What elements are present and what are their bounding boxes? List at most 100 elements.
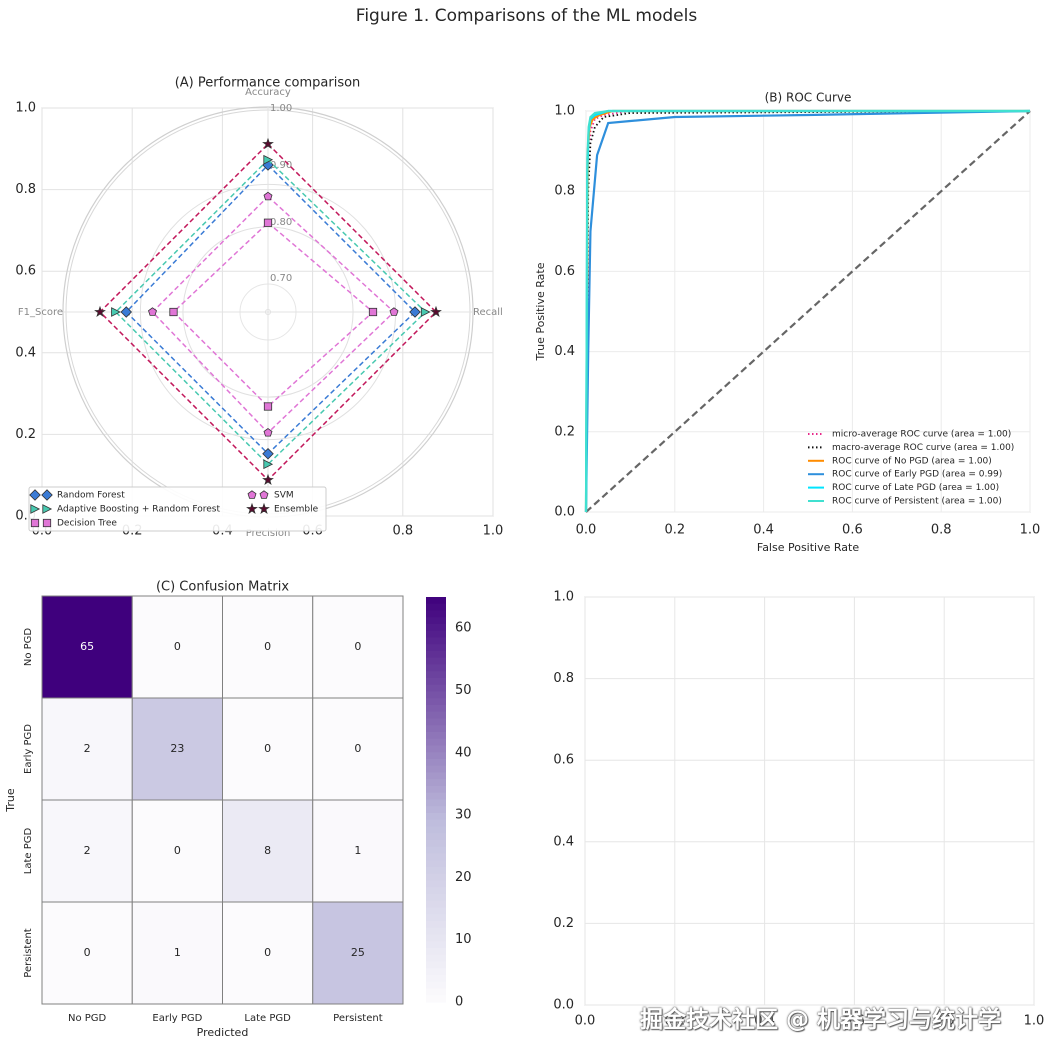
- panel-d-xtick: 0.0: [575, 1014, 596, 1029]
- heatmap-cell-label: 0: [354, 640, 361, 653]
- colorbar-segment: [426, 691, 446, 699]
- colorbar-segment: [426, 603, 446, 612]
- colorbar-segment: [426, 981, 446, 990]
- heatmap-cell: [131, 697, 223, 801]
- panel-b-legend-label: ROC curve of No PGD (area = 1.00): [832, 456, 992, 466]
- heatmap-cell: [131, 901, 223, 1005]
- panel-a-radial-tick: 0.80: [270, 217, 292, 228]
- colorbar-tick: 50: [455, 683, 472, 698]
- radar-marker-star: [94, 305, 106, 318]
- colorbar-segment: [426, 738, 446, 747]
- radar-marker-diamond: [29, 489, 41, 501]
- radar-marker-pentagon: [247, 490, 257, 499]
- colorbar-segment: [426, 786, 446, 794]
- radar-series-diamond: [120, 159, 421, 460]
- heatmap-xtick: Early PGD: [152, 1013, 202, 1024]
- heatmap-cell: [131, 595, 223, 699]
- panel-b-xtick: 1.0: [1020, 523, 1041, 538]
- colorbar-tick: 40: [455, 745, 472, 760]
- colorbar-tick: 30: [455, 808, 472, 823]
- radar-marker-star: [262, 473, 274, 486]
- colorbar-segment: [426, 718, 446, 726]
- colorbar-segment: [426, 678, 446, 686]
- heatmap-ytick: Early PGD: [23, 724, 34, 774]
- radar-marker-diamond: [120, 306, 133, 318]
- colorbar-segment: [426, 698, 446, 706]
- colorbar-segment: [426, 671, 446, 679]
- heatmap-xtick: No PGD: [68, 1013, 107, 1024]
- panel-a-bg-ytick: 0.8: [15, 182, 36, 197]
- radar-marker-pentagon: [263, 428, 273, 437]
- radar-marker-square: [263, 402, 273, 411]
- heatmap-cell: [222, 901, 314, 1005]
- radar-series-pentagon: [148, 191, 399, 437]
- colorbar-segment: [426, 948, 446, 956]
- heatmap-cell: [222, 697, 314, 801]
- colorbar-segment: [426, 657, 446, 666]
- colorbar-segment: [426, 968, 446, 976]
- panel-b-title: (B) ROC Curve: [765, 91, 852, 105]
- panel-a-bg-ytick: 0.6: [15, 264, 36, 279]
- radar-marker-triangle: [30, 504, 41, 514]
- heatmap-xtick: Late PGD: [244, 1013, 291, 1024]
- panel-a-axis-label: F1_Score: [18, 307, 63, 318]
- radar-marker-diamond: [409, 306, 421, 318]
- heatmap-cell: [131, 799, 223, 903]
- heatmap-cell-label: 25: [351, 946, 365, 959]
- colorbar-segment: [426, 826, 446, 834]
- panel-d-xtick: 0.8: [934, 1014, 955, 1029]
- colorbar-segment: [426, 907, 446, 915]
- panel-b-roc-line: [584, 109, 1031, 513]
- panel-b-ytick: 0.0: [554, 505, 575, 520]
- panel-b-xtick: 0.6: [842, 523, 863, 538]
- colorbar-segment: [426, 813, 446, 821]
- colorbar-segment: [426, 732, 446, 740]
- colorbar-segment: [426, 610, 446, 618]
- radar-marker-diamond: [41, 489, 53, 501]
- heatmap-cell-label: 1: [174, 946, 181, 959]
- radar-series-triangle: [111, 154, 431, 470]
- colorbar-segment: [426, 900, 446, 909]
- heatmap-xtick: Persistent: [333, 1013, 383, 1024]
- panel-b-legend-label: micro-average ROC curve (area = 1.00): [832, 430, 1011, 440]
- colorbar-segment: [426, 664, 446, 672]
- radar-marker-square: [263, 218, 273, 227]
- panel-a-bg-xtick: 0.8: [392, 524, 413, 539]
- panel-b-ylabel: True Positive Rate: [534, 262, 547, 361]
- heatmap-cell: [222, 595, 314, 699]
- panel-a-radar: 0.00.00.20.20.40.40.60.60.80.81.01.0(A) …: [15, 76, 503, 540]
- panel-b-xtick: 0.2: [664, 523, 685, 538]
- heatmap-cell-label: 2: [84, 742, 91, 755]
- radar-marker-star: [246, 502, 258, 515]
- radar-marker-pentagon: [148, 307, 157, 316]
- radar-series-line: [172, 221, 375, 408]
- panel-a-axis-label: Precision: [246, 528, 291, 539]
- panel-b-ytick: 0.4: [554, 344, 575, 359]
- colorbar-segment: [426, 799, 446, 807]
- radar-marker-pentagon: [259, 490, 269, 499]
- colorbar-tick: 10: [455, 932, 472, 947]
- colorbar-segment: [426, 887, 446, 895]
- colorbar-segment: [426, 846, 446, 855]
- colorbar-segment: [426, 617, 446, 625]
- heatmap-cell-label: 65: [80, 640, 94, 653]
- panel-d-ytick: 0.2: [553, 916, 574, 931]
- panel-d-ytick: 0.0: [553, 998, 574, 1013]
- panel-a-bg-ytick: 0.4: [15, 345, 36, 360]
- colorbar-segment: [426, 725, 446, 733]
- panel-a-bg-ytick: 1.0: [15, 101, 36, 116]
- colorbar-tick: 0: [455, 995, 463, 1010]
- panel-b-diagonal: [585, 110, 1031, 513]
- panel-c-xlabel: Predicted: [197, 1026, 249, 1039]
- panel-a-legend-label: Ensemble: [274, 505, 319, 515]
- heatmap-ytick: Late PGD: [23, 827, 34, 874]
- panel-d-xtick: 0.6: [844, 1014, 865, 1029]
- panel-c-ylabel: True: [4, 788, 17, 813]
- panel-b-ytick: 1.0: [554, 104, 575, 119]
- radar-series-line: [114, 158, 427, 466]
- figure-title: Figure 1. Comparisons of the ML models: [355, 6, 698, 26]
- colorbar-segment: [426, 975, 446, 983]
- colorbar-segment: [426, 759, 446, 767]
- radar-marker-star: [262, 137, 274, 150]
